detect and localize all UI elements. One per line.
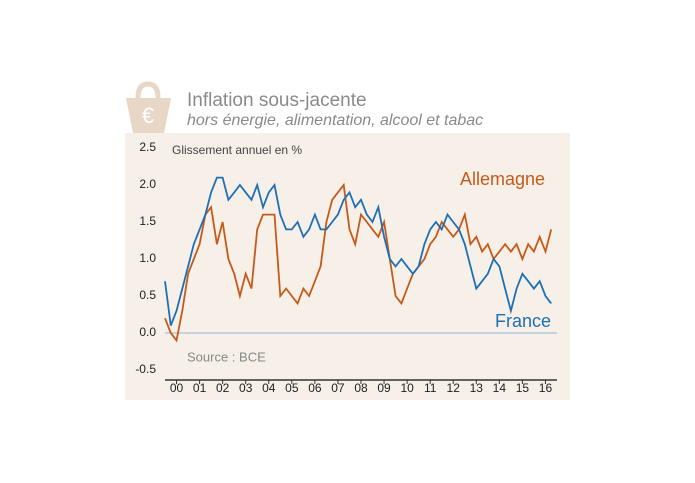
- x-tick-label: 09: [377, 381, 391, 395]
- legend-label: Allemagne: [460, 169, 545, 189]
- x-tick-label: 16: [539, 381, 553, 395]
- x-tick-label: 01: [193, 381, 207, 395]
- y-tick-label: 1.5: [139, 214, 156, 228]
- y-tick-label: 0.0: [139, 325, 156, 339]
- x-tick-label: 11: [424, 381, 437, 395]
- source: Source : BCE: [187, 349, 266, 364]
- x-tick-label: 06: [308, 381, 322, 395]
- chart-title: Inflation sous-jacente: [187, 90, 367, 111]
- y-tick-label: -0.5: [135, 362, 156, 376]
- x-tick-label: 14: [493, 381, 507, 395]
- x-tick-label: 13: [470, 381, 484, 395]
- y-tick-label: 1.0: [139, 251, 156, 265]
- series-line: [164, 182, 553, 343]
- x-tick-label: 05: [285, 381, 299, 395]
- x-tick-label: 15: [516, 381, 530, 395]
- x-tick-label: 00: [170, 381, 184, 395]
- x-tick-label: 04: [262, 381, 276, 395]
- series-line: [164, 176, 552, 326]
- y-tick-label: 2.5: [139, 140, 156, 154]
- x-tick-label: 02: [216, 381, 230, 395]
- panel: [125, 133, 570, 400]
- chart-subtitle: hors énergie, alimentation, alcool et ta…: [187, 112, 483, 129]
- x-tick-label: 07: [331, 381, 345, 395]
- x-tick-label: 10: [400, 381, 414, 395]
- y-tick-label: 0.5: [139, 288, 156, 302]
- y-tick-label: 2.0: [139, 177, 156, 191]
- icon-symbol: €: [142, 103, 154, 128]
- icon: €: [126, 81, 171, 133]
- x-tick-label: 08: [354, 381, 368, 395]
- x-tick-label: 12: [447, 381, 461, 395]
- axis-label: Glissement annuel en %: [172, 143, 302, 157]
- x-tick-label: 03: [239, 381, 253, 395]
- legend-label: France: [495, 311, 551, 331]
